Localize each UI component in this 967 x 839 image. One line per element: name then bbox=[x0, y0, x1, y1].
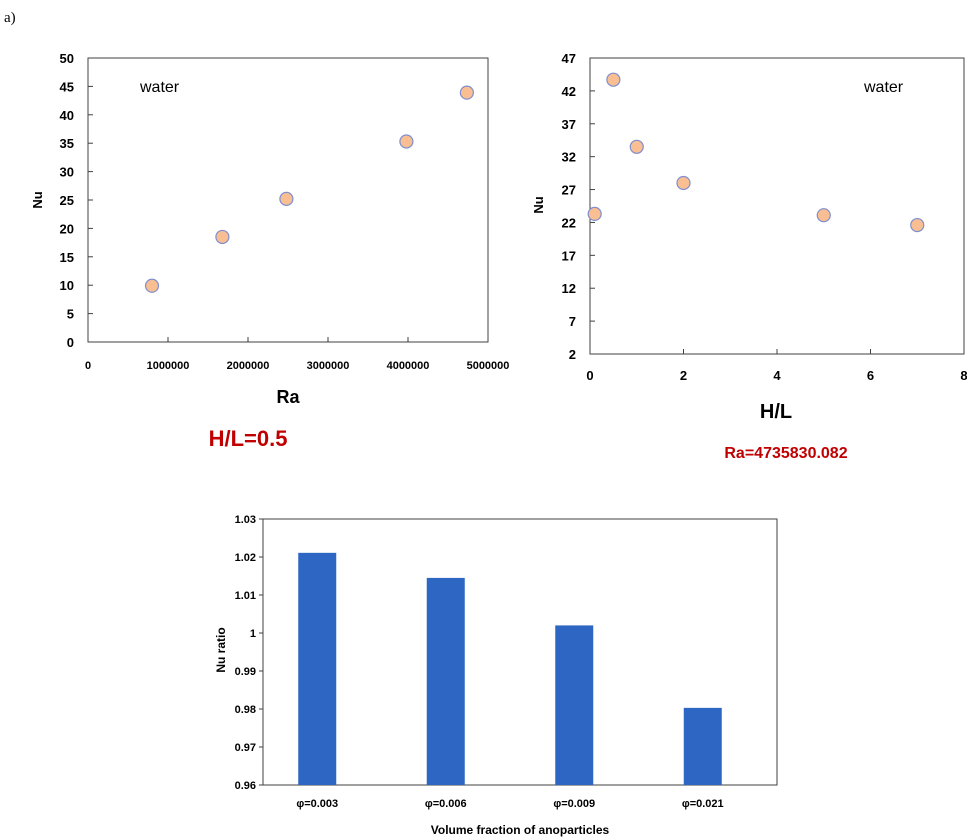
chart2-x-ticks: 0 2 4 6 8 bbox=[586, 349, 967, 383]
chart2-caption: Ra=4735830.082 bbox=[724, 445, 847, 462]
chart1-annotation: water bbox=[139, 79, 180, 96]
y-tick-label: 17 bbox=[562, 248, 576, 263]
chart2-plot-area bbox=[589, 57, 965, 355]
y-tick-label: 5 bbox=[67, 307, 74, 322]
data-point bbox=[459, 85, 474, 100]
x-tick-label: 4000000 bbox=[387, 360, 430, 372]
y-tick-label: 40 bbox=[60, 108, 74, 123]
x-tick-label: 5000000 bbox=[467, 360, 510, 372]
y-tick-label: 1.01 bbox=[235, 590, 256, 602]
x-tick-label: 3000000 bbox=[307, 360, 350, 372]
x-tick-label: φ=0.003 bbox=[296, 798, 338, 810]
data-point bbox=[606, 72, 621, 87]
y-tick-label: 22 bbox=[562, 215, 576, 230]
y-tick-label: 27 bbox=[562, 183, 576, 198]
y-tick-label: 0.97 bbox=[235, 742, 256, 754]
y-tick-label: 42 bbox=[562, 84, 576, 99]
y-tick-label: 10 bbox=[60, 278, 74, 293]
y-tick-label: 0.96 bbox=[235, 780, 256, 792]
chart-nu-vs-ra: 0 5 10 15 20 25 30 35 40 45 50 0 1000000 2000000 3000… bbox=[30, 51, 509, 451]
y-tick-label: 0.99 bbox=[235, 666, 256, 678]
bar bbox=[555, 625, 594, 785]
y-tick-label: 25 bbox=[60, 193, 74, 208]
chart1-points bbox=[144, 85, 474, 293]
y-tick-label: 45 bbox=[60, 79, 74, 94]
chart2-x-axis-title: H/L bbox=[760, 401, 792, 423]
chart2-points bbox=[587, 72, 925, 233]
bar bbox=[298, 552, 337, 785]
x-tick-label: φ=0.009 bbox=[553, 798, 595, 810]
y-tick-label: 1.02 bbox=[235, 552, 256, 564]
x-tick-label: 2 bbox=[680, 368, 687, 383]
chart3-y-ticks: 0.96 0.97 0.98 0.99 1 1.01 1.02 1.03 bbox=[235, 514, 263, 792]
chart1-caption: H/L=0.5 bbox=[209, 426, 288, 451]
chart1-x-axis-title: Ra bbox=[276, 387, 300, 407]
x-tick-label: 1000000 bbox=[147, 360, 190, 372]
y-tick-label: 30 bbox=[60, 165, 74, 180]
y-tick-label: 50 bbox=[60, 51, 74, 66]
chart2-annotation: water bbox=[863, 79, 904, 96]
y-tick-label: 0 bbox=[67, 335, 74, 350]
data-point bbox=[279, 191, 294, 206]
chart3-x-axis-title: Volume fraction of anoparticles bbox=[431, 823, 610, 837]
y-tick-label: 7 bbox=[569, 314, 576, 329]
x-tick-label: 0 bbox=[85, 360, 91, 372]
data-point bbox=[910, 217, 925, 233]
y-tick-label: 47 bbox=[562, 51, 576, 66]
data-point bbox=[816, 208, 831, 223]
x-tick-label: 6 bbox=[867, 368, 874, 383]
y-tick-label: 0.98 bbox=[235, 704, 256, 716]
x-tick-label: 8 bbox=[960, 368, 967, 383]
y-tick-label: 15 bbox=[60, 250, 74, 265]
data-point bbox=[399, 134, 414, 149]
data-point bbox=[676, 175, 691, 191]
data-point bbox=[144, 278, 160, 293]
y-tick-label: 35 bbox=[60, 136, 74, 151]
data-point bbox=[215, 229, 230, 245]
chart1-x-ticks: 0 1000000 2000000 3000000 4000000 5000000 bbox=[85, 337, 509, 372]
data-point bbox=[587, 206, 602, 221]
x-tick-label: 2000000 bbox=[227, 360, 270, 372]
y-tick-label: 32 bbox=[562, 150, 576, 165]
x-tick-label: 0 bbox=[586, 368, 593, 383]
y-tick-label: 20 bbox=[60, 221, 74, 236]
panel-label: a) bbox=[4, 10, 16, 26]
chart2-y-axis-title: Nu bbox=[531, 196, 546, 213]
chart3-bars bbox=[298, 552, 722, 785]
x-tick-label: 4 bbox=[773, 368, 781, 383]
x-tick-label: φ=0.006 bbox=[425, 798, 467, 810]
chart1-y-ticks: 0 5 10 15 20 25 30 35 40 45 50 bbox=[60, 51, 93, 350]
data-point bbox=[629, 139, 644, 154]
y-tick-label: 2 bbox=[569, 347, 576, 362]
bar bbox=[426, 577, 465, 785]
y-tick-label: 1.03 bbox=[235, 514, 256, 526]
y-tick-label: 37 bbox=[562, 117, 576, 132]
bar bbox=[683, 707, 722, 785]
chart3-y-axis-title: Nu ratio bbox=[214, 627, 228, 672]
chart3-x-ticks: φ=0.003 φ=0.006 φ=0.009 φ=0.021 bbox=[296, 798, 723, 810]
y-tick-label: 12 bbox=[562, 281, 576, 296]
y-tick-label: 1 bbox=[250, 628, 256, 640]
chart1-y-axis-title: Nu bbox=[30, 191, 45, 208]
x-tick-label: φ=0.021 bbox=[682, 798, 724, 810]
